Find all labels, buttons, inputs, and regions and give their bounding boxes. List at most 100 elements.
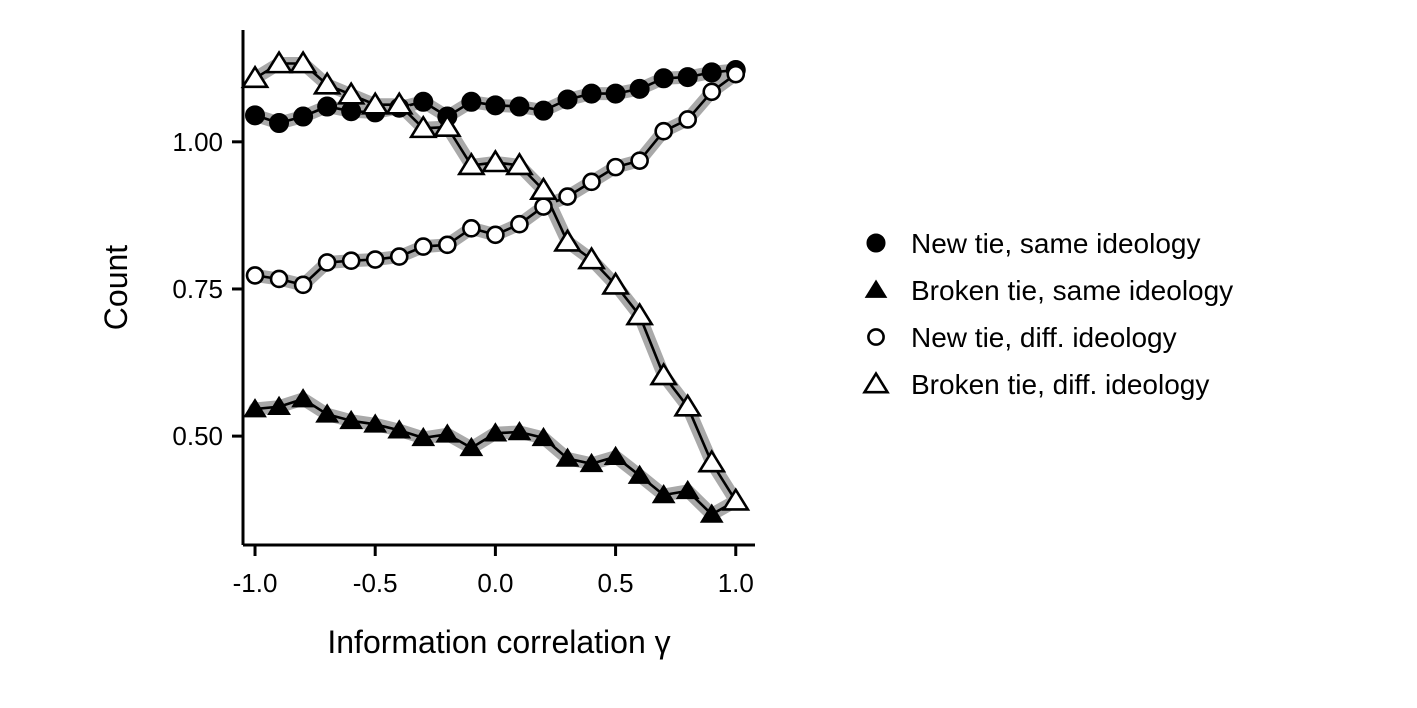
data-point bbox=[315, 403, 340, 423]
data-point bbox=[534, 197, 553, 216]
y-tick-label: 0.50 bbox=[172, 421, 223, 451]
data-point bbox=[582, 172, 601, 192]
data-point bbox=[269, 112, 290, 133]
data-point bbox=[505, 151, 534, 176]
x-axis-title: Information correlation γ bbox=[327, 624, 670, 660]
data-point bbox=[555, 447, 580, 467]
data-point bbox=[413, 91, 434, 112]
data-point bbox=[438, 235, 457, 255]
data-point bbox=[317, 96, 338, 117]
data-point bbox=[651, 484, 676, 504]
legend: New tie, same ideology Broken tie, same i… bbox=[862, 228, 1233, 400]
data-point bbox=[411, 426, 436, 447]
legend-marker bbox=[864, 279, 888, 298]
data-point bbox=[605, 83, 626, 104]
data-point bbox=[675, 479, 700, 500]
data-point bbox=[654, 121, 673, 141]
legend-label: Broken tie, same ideology bbox=[911, 275, 1233, 306]
data-point bbox=[627, 464, 652, 484]
data-point bbox=[577, 246, 606, 270]
series-1-points bbox=[245, 60, 746, 133]
data-point bbox=[557, 89, 578, 110]
data-point bbox=[384, 91, 414, 115]
x-tick-label: -0.5 bbox=[353, 568, 398, 598]
x-tick-label: 1.0 bbox=[718, 568, 754, 598]
data-point bbox=[483, 422, 508, 442]
legend-marker bbox=[862, 371, 890, 394]
data-point bbox=[699, 503, 724, 523]
data-point bbox=[629, 78, 650, 99]
data-point bbox=[510, 214, 529, 234]
data-point bbox=[726, 64, 746, 84]
data-point bbox=[486, 225, 505, 245]
y-axis-ticks: 0.50 0.75 1.00 bbox=[172, 127, 243, 451]
data-point bbox=[531, 426, 556, 447]
data-point bbox=[601, 271, 631, 295]
data-point bbox=[408, 114, 438, 139]
data-point bbox=[558, 187, 577, 206]
data-point bbox=[485, 95, 506, 116]
data-point bbox=[269, 269, 289, 289]
y-tick-label: 1.00 bbox=[172, 127, 223, 157]
data-point bbox=[336, 81, 366, 105]
data-point bbox=[387, 419, 412, 439]
data-point bbox=[678, 110, 697, 129]
data-point bbox=[603, 445, 628, 466]
data-point bbox=[360, 91, 390, 115]
data-point bbox=[606, 157, 625, 177]
data-point bbox=[432, 113, 462, 137]
data-point bbox=[435, 423, 460, 443]
data-point bbox=[291, 388, 315, 408]
y-tick-label: 0.75 bbox=[172, 274, 223, 304]
data-point bbox=[288, 50, 318, 74]
y-axis-title: Count bbox=[98, 245, 134, 331]
legend-label: Broken tie, diff. ideology bbox=[911, 369, 1209, 400]
data-point bbox=[245, 105, 266, 126]
data-point bbox=[673, 393, 703, 417]
data-point bbox=[245, 266, 265, 285]
data-point bbox=[456, 151, 486, 176]
data-point bbox=[365, 250, 385, 269]
data-point bbox=[462, 219, 481, 238]
data-point bbox=[312, 71, 342, 95]
data-point bbox=[459, 436, 484, 457]
legend-marker bbox=[867, 328, 885, 346]
legend-label: New tie, same ideology bbox=[911, 228, 1200, 259]
x-tick-label: 0.5 bbox=[598, 568, 634, 598]
data-point bbox=[413, 237, 433, 256]
data-point bbox=[341, 251, 361, 271]
data-point bbox=[267, 395, 291, 415]
data-point bbox=[507, 421, 532, 441]
data-point bbox=[240, 64, 270, 89]
legend-item: New tie, same ideology bbox=[866, 228, 1200, 259]
data-point bbox=[389, 247, 409, 266]
data-point bbox=[363, 413, 388, 433]
legend-label: New tie, diff. ideology bbox=[911, 322, 1177, 353]
data-point bbox=[293, 106, 314, 127]
series-3-points bbox=[245, 64, 746, 295]
data-point bbox=[721, 487, 751, 511]
data-point bbox=[553, 228, 582, 252]
data-point bbox=[480, 148, 510, 173]
data-point bbox=[509, 96, 530, 117]
legend-item: New tie, diff. ideology bbox=[867, 322, 1177, 353]
plot-area bbox=[240, 50, 751, 523]
legend-item: Broken tie, same ideology bbox=[864, 275, 1233, 306]
data-point bbox=[649, 362, 679, 386]
data-point bbox=[701, 62, 722, 83]
data-point bbox=[243, 398, 267, 418]
data-point bbox=[625, 301, 655, 326]
legend-marker bbox=[866, 233, 886, 253]
data-point bbox=[702, 82, 722, 102]
data-point bbox=[264, 50, 294, 74]
x-tick-label: -1.0 bbox=[233, 568, 278, 598]
data-point bbox=[581, 83, 602, 104]
x-axis-ticks: -1.0 -0.5 0.0 0.5 1.0 bbox=[233, 545, 754, 598]
data-point bbox=[529, 176, 558, 200]
data-point bbox=[317, 253, 337, 272]
x-tick-label: 0.0 bbox=[477, 568, 513, 598]
data-point bbox=[533, 100, 554, 121]
data-point bbox=[677, 67, 698, 88]
